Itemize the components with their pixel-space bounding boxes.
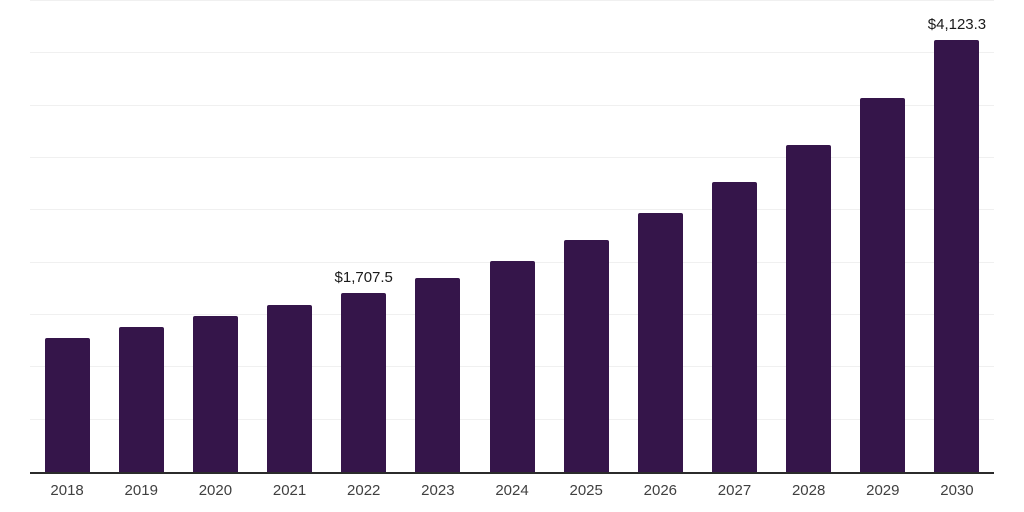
x-tick-label-2019: 2019 — [124, 482, 158, 499]
bar-slot: $1,707.5 — [327, 1, 401, 472]
x-tick-label-2030: 2030 — [940, 482, 974, 499]
x-tick-label-2022: 2022 — [347, 482, 381, 499]
bar-value-label-2030: $4,123.3 — [927, 16, 987, 34]
bar-2018 — [44, 337, 90, 472]
x-tick-label-2029: 2029 — [866, 482, 900, 499]
bar-2028 — [786, 145, 832, 472]
bar-slot — [846, 1, 920, 472]
bar-2026 — [637, 212, 683, 472]
gridline — [30, 52, 994, 54]
gridline — [30, 209, 994, 211]
bar-slot — [401, 1, 475, 472]
x-tick-label-2027: 2027 — [717, 482, 752, 499]
bar-slot — [475, 1, 549, 472]
gridline — [30, 104, 994, 106]
gridline — [30, 0, 994, 1]
bar-slot — [697, 1, 771, 472]
x-tick-label-2021: 2021 — [272, 482, 307, 499]
bar-2022: $1,707.5 — [335, 269, 393, 472]
bar-2027 — [711, 182, 757, 472]
bars-container: $1,707.5 $4,123.3 — [30, 1, 994, 472]
bar-2019 — [118, 326, 164, 472]
gridline — [30, 157, 994, 159]
bar-slot — [30, 1, 104, 472]
bar-slot — [772, 1, 846, 472]
bar-2021 — [267, 305, 313, 472]
bar-2024 — [489, 260, 535, 472]
x-tick-label-2020: 2020 — [198, 482, 233, 499]
plot-area: $1,707.5 $4,123.3 — [30, 0, 994, 474]
x-tick-label-2023: 2023 — [421, 482, 455, 499]
x-tick-label-2018: 2018 — [50, 482, 84, 499]
bar-slot — [104, 1, 178, 472]
bar-slot — [623, 1, 697, 472]
bar-2030: $4,123.3 — [928, 16, 986, 472]
bar-slot — [549, 1, 623, 472]
bar-2023 — [415, 277, 461, 472]
bar-slot: $4,123.3 — [920, 1, 994, 472]
x-tick-label-2028: 2028 — [791, 482, 826, 499]
x-axis-labels: 2018 2019 2020 2021 2022 2023 2024 2025 2026 2027… — [30, 481, 994, 500]
bar-slot — [252, 1, 326, 472]
bar-2020 — [192, 316, 238, 472]
x-tick-label-2026: 2026 — [643, 482, 678, 499]
bar-2025 — [563, 240, 609, 472]
bar-2029 — [860, 98, 906, 472]
bar-slot — [178, 1, 252, 472]
bar-value-label-2022: $1,707.5 — [334, 269, 393, 287]
x-tick-label-2025: 2025 — [569, 482, 603, 499]
x-tick-label-2024: 2024 — [495, 482, 529, 499]
